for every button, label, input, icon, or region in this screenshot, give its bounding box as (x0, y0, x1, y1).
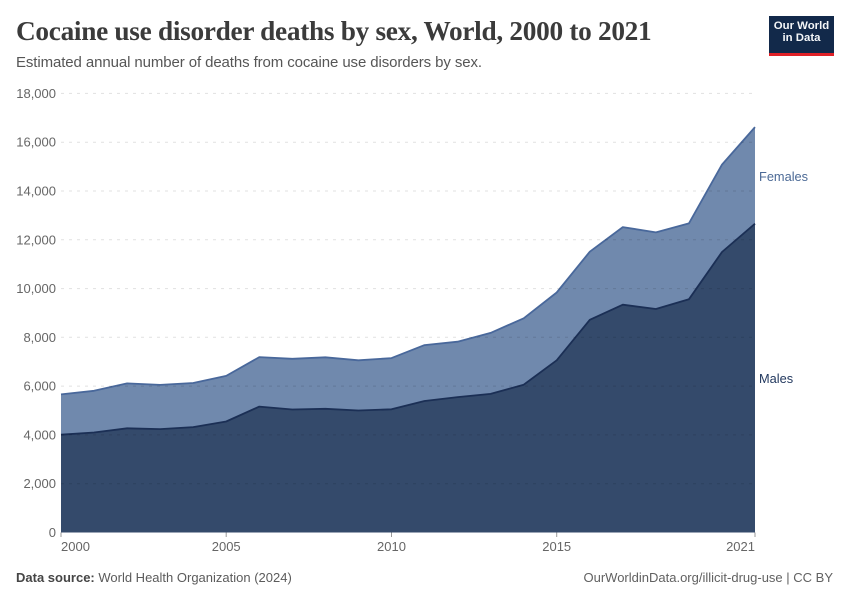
svg-text:14,000: 14,000 (16, 184, 56, 199)
svg-text:2,000: 2,000 (23, 476, 56, 491)
svg-text:16,000: 16,000 (16, 135, 56, 150)
svg-text:10,000: 10,000 (16, 281, 56, 296)
svg-text:2021: 2021 (726, 539, 755, 554)
svg-text:18,000: 18,000 (16, 86, 56, 101)
svg-text:2000: 2000 (61, 539, 90, 554)
svg-text:8,000: 8,000 (23, 330, 56, 345)
svg-text:2005: 2005 (212, 539, 241, 554)
svg-text:0: 0 (49, 525, 56, 540)
svg-text:Females: Females (759, 169, 808, 184)
svg-text:2010: 2010 (377, 539, 406, 554)
svg-text:12,000: 12,000 (16, 232, 56, 247)
svg-text:Males: Males (759, 371, 793, 386)
svg-text:2015: 2015 (542, 539, 571, 554)
svg-text:4,000: 4,000 (23, 427, 56, 442)
svg-text:6,000: 6,000 (23, 379, 56, 394)
